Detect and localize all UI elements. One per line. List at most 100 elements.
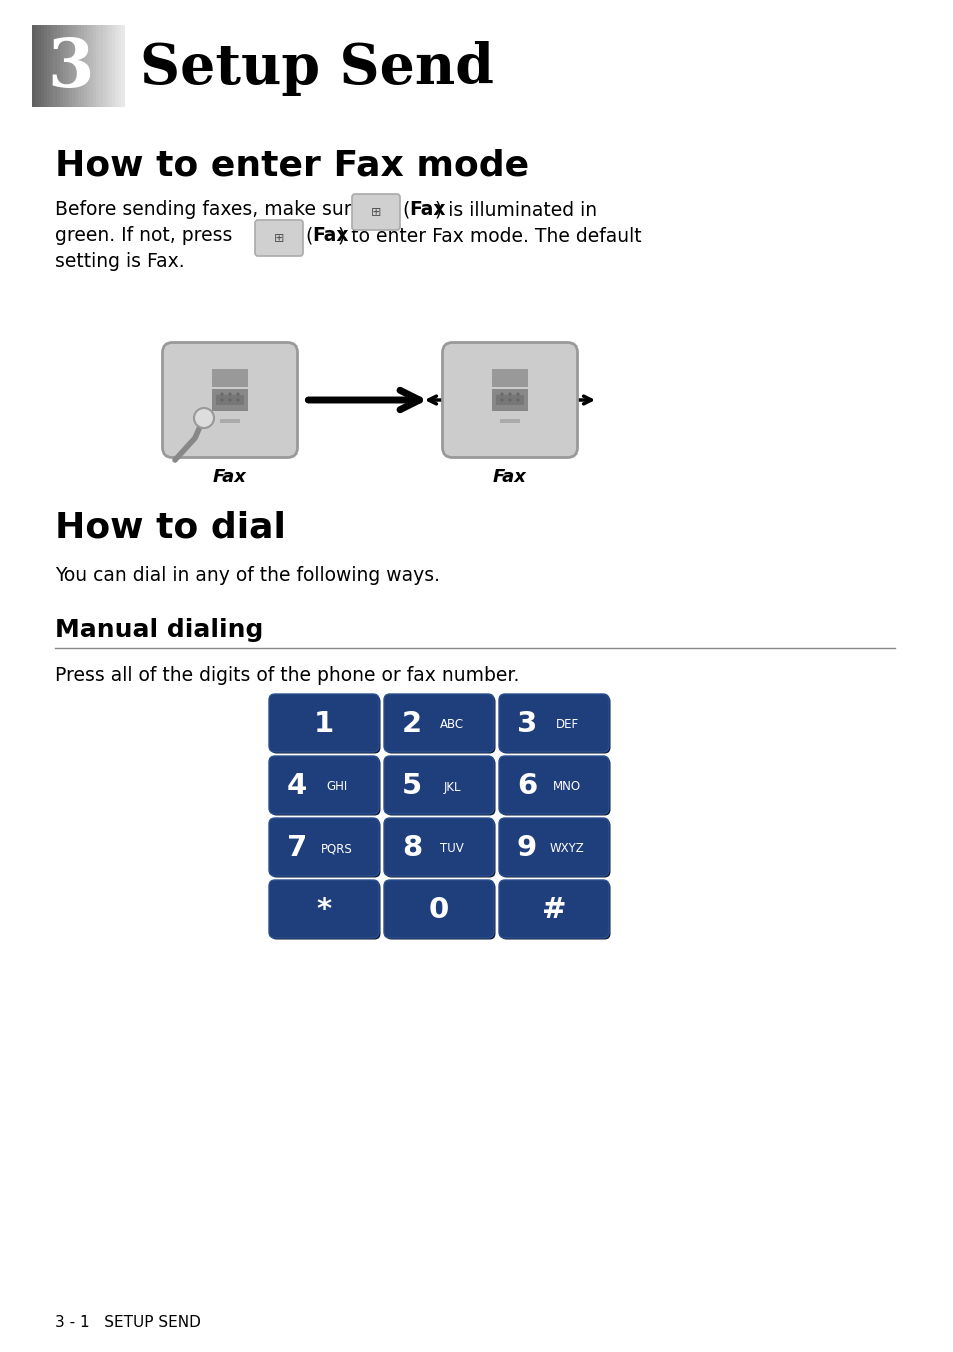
FancyBboxPatch shape [384,756,494,814]
Bar [118,24,122,107]
Bar [106,24,110,107]
FancyBboxPatch shape [498,880,608,938]
Bar [71,24,76,107]
Bar [499,419,519,423]
Text: setting is Fax.: setting is Fax. [55,251,185,270]
Circle shape [500,399,503,402]
Circle shape [516,392,519,396]
Bar [69,24,72,107]
Circle shape [229,399,232,402]
FancyBboxPatch shape [269,694,378,752]
Bar [215,395,244,406]
FancyBboxPatch shape [500,882,610,940]
Bar [99,24,104,107]
Circle shape [193,408,213,429]
Bar [41,24,45,107]
Circle shape [236,399,239,402]
Text: Manual dialing: Manual dialing [55,618,263,642]
FancyBboxPatch shape [500,695,610,753]
Text: 3: 3 [48,35,93,100]
Bar [220,419,240,423]
Bar [492,369,527,387]
Text: PQRS: PQRS [321,842,353,856]
Bar [91,24,94,107]
FancyBboxPatch shape [385,757,495,815]
Circle shape [220,392,223,396]
Text: Press all of the digits of the phone or fax number.: Press all of the digits of the phone or … [55,667,518,685]
Text: ⊞: ⊞ [274,231,284,245]
FancyBboxPatch shape [269,818,378,876]
Text: 3: 3 [517,710,537,738]
Bar [56,24,61,107]
Bar [87,24,91,107]
Bar [53,24,57,107]
FancyBboxPatch shape [271,695,380,753]
Text: (: ( [305,226,312,245]
Text: TUV: TUV [439,842,463,856]
Bar [38,24,42,107]
Text: Fax: Fax [312,226,348,245]
Text: #: # [541,896,566,923]
Bar [112,24,115,107]
Text: ) to enter Fax mode. The default: ) to enter Fax mode. The default [337,226,641,245]
Text: 8: 8 [401,834,421,863]
FancyBboxPatch shape [385,882,495,940]
FancyBboxPatch shape [384,818,494,876]
Text: ABC: ABC [439,718,463,731]
Text: 4: 4 [287,772,307,800]
FancyBboxPatch shape [385,695,495,753]
FancyBboxPatch shape [384,880,494,938]
FancyBboxPatch shape [254,220,303,256]
Bar [51,24,54,107]
FancyBboxPatch shape [384,694,494,752]
FancyBboxPatch shape [498,694,608,752]
Text: How to dial: How to dial [55,510,286,544]
Bar [35,24,39,107]
Text: Fax: Fax [213,468,247,485]
Text: DEF: DEF [555,718,578,731]
Circle shape [220,399,223,402]
FancyBboxPatch shape [385,819,495,877]
Circle shape [229,392,232,396]
Text: WXYZ: WXYZ [549,842,584,856]
Text: 7: 7 [287,834,307,863]
Text: 1: 1 [314,710,334,738]
Bar [44,24,49,107]
Bar [59,24,64,107]
Text: ) is illuminated in: ) is illuminated in [435,200,597,219]
Bar [32,24,36,107]
Text: How to enter Fax mode: How to enter Fax mode [55,147,529,183]
FancyBboxPatch shape [269,756,378,814]
Bar [63,24,67,107]
FancyBboxPatch shape [269,880,378,938]
FancyBboxPatch shape [498,756,608,814]
Bar [492,389,527,411]
Circle shape [508,392,511,396]
Circle shape [500,392,503,396]
Text: Setup Send: Setup Send [140,41,494,96]
FancyBboxPatch shape [500,757,610,815]
Text: 3 - 1   SETUP SEND: 3 - 1 SETUP SEND [55,1315,201,1330]
Bar [66,24,70,107]
Text: MNO: MNO [553,780,580,794]
Bar [121,24,125,107]
Bar [496,395,523,406]
Bar [93,24,97,107]
FancyBboxPatch shape [500,819,610,877]
Circle shape [516,399,519,402]
Text: JKL: JKL [443,780,460,794]
Text: 0: 0 [429,896,449,923]
Text: (: ( [401,200,409,219]
Bar [96,24,100,107]
Bar [75,24,79,107]
FancyBboxPatch shape [442,342,577,457]
Text: ⊞: ⊞ [371,206,381,219]
Bar [114,24,119,107]
Circle shape [236,392,239,396]
FancyBboxPatch shape [498,818,608,876]
Bar [48,24,51,107]
Text: *: * [316,896,332,923]
Bar [84,24,88,107]
Bar [212,369,248,387]
Bar [81,24,85,107]
